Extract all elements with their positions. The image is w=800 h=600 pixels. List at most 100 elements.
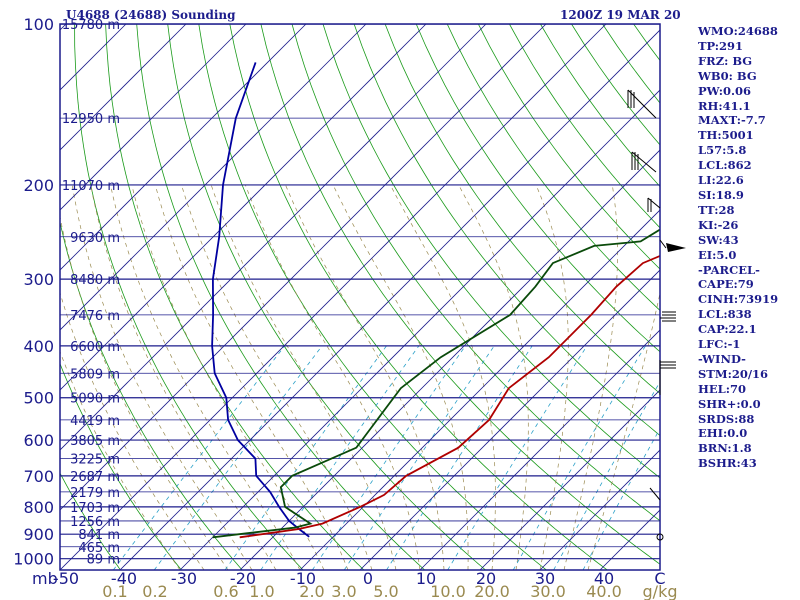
pressure-unit-label: mb bbox=[32, 569, 58, 588]
dry-adiabat bbox=[105, 24, 365, 570]
temperature-tick-label: 0 bbox=[363, 569, 373, 588]
temperature-tick-label: -30 bbox=[171, 569, 197, 588]
dry-adiabat bbox=[446, 24, 660, 311]
pressure-tick-label: 500 bbox=[23, 389, 54, 408]
sounding-index: LCL:838 bbox=[698, 307, 752, 322]
sounding-index: BRN:1.8 bbox=[698, 441, 752, 456]
dry-adiabat bbox=[60, 220, 243, 570]
dry-adiabat bbox=[789, 24, 800, 570]
temperature-tick-label: -40 bbox=[111, 569, 137, 588]
isotherm bbox=[60, 24, 307, 271]
sounding-time: 1200Z 19 MAR 20 bbox=[560, 8, 681, 22]
moist-adiabat bbox=[60, 214, 229, 570]
wind-barbs bbox=[627, 89, 686, 541]
sounding-index: LI:22.6 bbox=[698, 173, 744, 188]
pressure-tick-label: 100 bbox=[23, 15, 54, 34]
sounding-index: STM:20/16 bbox=[698, 366, 769, 381]
wind-barb-staff bbox=[659, 239, 667, 249]
sounding-index: WB0: BG bbox=[698, 68, 757, 83]
sounding-index: SI:18.9 bbox=[698, 187, 744, 202]
mixing-ratio-line bbox=[311, 345, 466, 570]
sounding-index: CAP:22.1 bbox=[698, 322, 757, 337]
pressure-tick-label: 700 bbox=[23, 467, 54, 486]
dry-adiabat bbox=[384, 24, 660, 395]
sounding-index: WMO:24688 bbox=[698, 24, 778, 38]
background-grid bbox=[0, 24, 800, 570]
height-label: 1703 m bbox=[70, 501, 120, 516]
temperature-tick-label: -10 bbox=[290, 569, 316, 588]
mixing-ratio-line bbox=[224, 345, 387, 570]
parcel-trace bbox=[211, 62, 310, 538]
mixing-ratio-line bbox=[512, 345, 646, 570]
dry-adiabat bbox=[60, 362, 182, 570]
moist-adiabat bbox=[332, 184, 469, 570]
mixing-ratio-label: 0.1 bbox=[102, 582, 127, 600]
moist-adiabat bbox=[535, 184, 569, 570]
moist-adiabat bbox=[181, 184, 373, 570]
sounding-index: TH:5001 bbox=[698, 128, 754, 143]
isotherm bbox=[60, 24, 547, 511]
sounding-index: HEL:70 bbox=[698, 381, 746, 396]
height-label: 3225 m bbox=[70, 453, 120, 468]
mixing-ratio-label: 20.0 bbox=[474, 582, 510, 600]
isotherm bbox=[419, 329, 660, 570]
isotherm bbox=[539, 449, 660, 570]
height-label: 1256 m bbox=[70, 515, 120, 530]
mixing-ratio-label: 0.6 bbox=[213, 582, 238, 600]
temperature-tick-label: 40 bbox=[594, 569, 614, 588]
pressure-tick-label: 600 bbox=[23, 431, 54, 450]
wind-barb-staff bbox=[627, 89, 657, 119]
isotherm bbox=[359, 269, 660, 570]
dry-adiabat bbox=[415, 24, 660, 353]
pressure-tick-label: 800 bbox=[23, 498, 54, 517]
moist-adiabat bbox=[285, 184, 445, 570]
pressure-tick-label: 1000 bbox=[13, 550, 54, 569]
height-label: 12950 m bbox=[62, 112, 120, 127]
height-label: 2687 m bbox=[70, 470, 120, 485]
height-label: 841 m bbox=[78, 528, 120, 543]
sounding-index: -PARCEL- bbox=[698, 262, 760, 277]
wind-barb-staff bbox=[647, 197, 661, 209]
moist-adiabat bbox=[131, 184, 325, 570]
isotherm bbox=[60, 24, 67, 31]
height-label: 5809 m bbox=[70, 367, 120, 382]
plot-frame bbox=[59, 23, 661, 571]
isotherm bbox=[60, 24, 187, 151]
sounding-index: LFC:-1 bbox=[698, 337, 741, 352]
isotherm bbox=[60, 24, 247, 211]
moist-adiabat bbox=[587, 291, 660, 570]
dry-adiabat bbox=[291, 24, 660, 522]
dry-adiabat bbox=[198, 24, 547, 570]
dry-adiabat bbox=[0, 24, 60, 570]
dry-adiabat bbox=[477, 24, 660, 270]
temperature-tick-label: -20 bbox=[230, 569, 256, 588]
height-label: 9630 m bbox=[70, 231, 120, 246]
mixing-ratio-label: 40.0 bbox=[586, 582, 622, 600]
pressure-tick-label: 200 bbox=[23, 176, 54, 195]
sounding-index: KI:-26 bbox=[698, 217, 739, 232]
sounding-index: FRZ: BG bbox=[698, 53, 753, 68]
moist-adiabat bbox=[458, 184, 529, 570]
sounding-index: CINH:73919 bbox=[698, 292, 779, 307]
height-label: 11070 m bbox=[62, 179, 120, 194]
sounding-index: LCL:862 bbox=[698, 158, 752, 173]
sounding-index: PW:0.06 bbox=[698, 83, 752, 98]
isotherm bbox=[179, 89, 660, 570]
dry-adiabat bbox=[353, 24, 660, 437]
moist-adiabat bbox=[60, 291, 205, 570]
sounding-indices: WMO:24688 TP:291 FRZ: BG WB0: BG PW:0.06 RH:4… bbox=[698, 24, 778, 471]
mixing-ratio-line bbox=[447, 345, 588, 570]
isotherm bbox=[239, 149, 660, 570]
height-label: 8480 m bbox=[70, 273, 120, 288]
mixing-ratio-line bbox=[553, 381, 660, 570]
wind-barb-staff bbox=[631, 151, 657, 173]
moist-adiabat bbox=[245, 184, 421, 570]
dry-adiabat bbox=[167, 24, 486, 570]
height-label: 465 m bbox=[78, 541, 120, 556]
isotherm bbox=[0, 24, 6, 570]
isotherm bbox=[479, 389, 660, 570]
moist-adiabat bbox=[563, 184, 618, 570]
height-label: 7476 m bbox=[70, 309, 120, 324]
mixing-ratio-label: 30.0 bbox=[530, 582, 566, 600]
